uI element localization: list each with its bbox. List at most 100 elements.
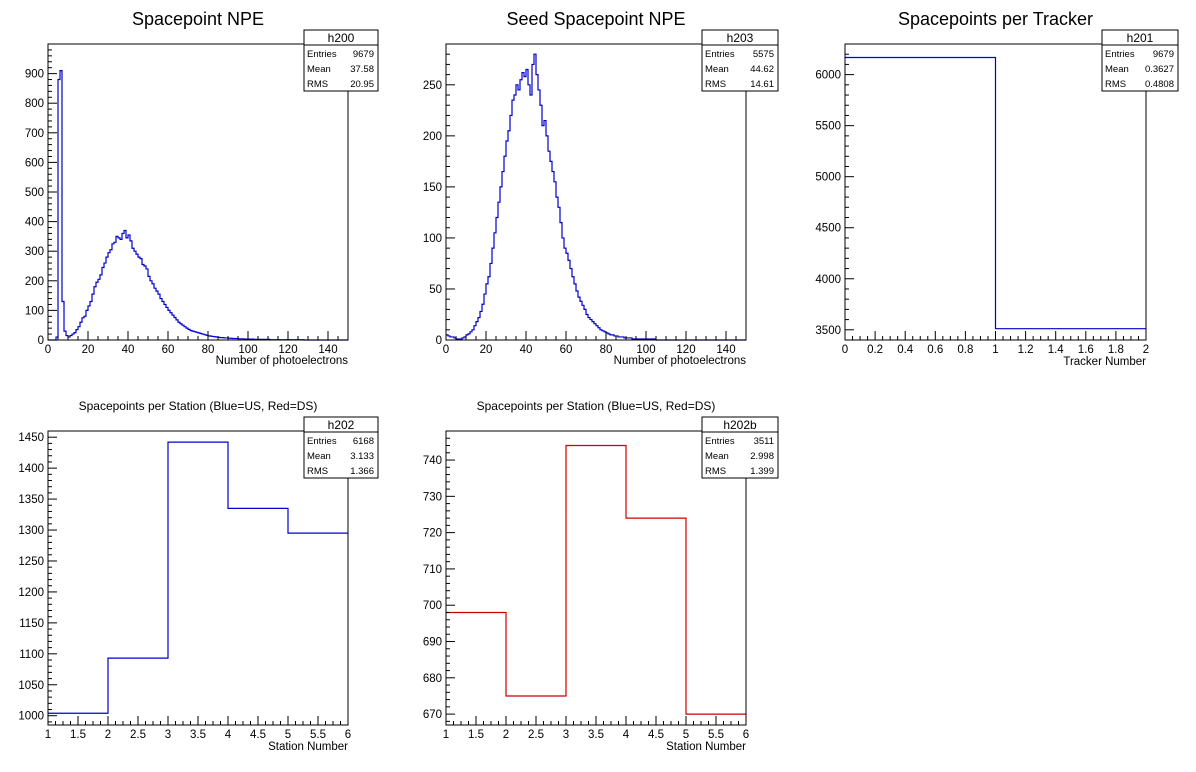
stats-box-name: h202b <box>723 418 757 432</box>
stats-row-label: Mean <box>307 64 331 75</box>
x-tick-label: 40 <box>122 344 135 356</box>
stats-row-label: RMS <box>307 466 328 477</box>
x-tick-label: 3 <box>563 729 569 741</box>
x-tick-label: 120 <box>676 344 695 356</box>
y-tick-label: 100 <box>25 305 44 317</box>
stats-row-value: 9679 <box>353 49 374 60</box>
x-tick-label: 3.5 <box>190 729 206 741</box>
stats-box: h201 Entries 9679 Mean 0.3627 RMS 0.4808 <box>1101 29 1179 92</box>
y-tick-label: 1450 <box>18 432 44 444</box>
stats-box: h202 Entries 6168 Mean 3.133 RMS 1.366 <box>303 416 379 479</box>
stats-row-label: Mean <box>705 451 729 462</box>
x-tick-label: 4.5 <box>250 729 266 741</box>
stats-row-value: 1.366 <box>350 466 374 477</box>
plot-frame <box>445 430 747 726</box>
y-tick-label: 730 <box>423 491 442 503</box>
x-tick-label: 0.4 <box>897 344 914 356</box>
chart-title: Spacepoints per Tracker <box>898 9 1093 29</box>
y-tick-label: 200 <box>423 131 442 143</box>
plot-frame <box>47 430 349 726</box>
stats-box-name: h203 <box>727 31 754 45</box>
y-tick-label: 680 <box>423 673 442 685</box>
x-tick-label: 1.5 <box>468 729 484 741</box>
y-tick-label: 1250 <box>18 556 44 568</box>
x-tick-label: 140 <box>716 344 735 356</box>
y-tick-label: 100 <box>423 233 442 245</box>
y-tick-label: 6000 <box>815 70 841 82</box>
y-tick-label: 1000 <box>18 711 44 723</box>
histogram-panel-h202b: Spacepoints per Station (Blue=US, Red=DS… <box>423 399 779 753</box>
histogram-line-h203 <box>446 53 746 341</box>
stats-row-value: 20.95 <box>350 79 374 90</box>
x-tick-label: 5 <box>683 729 689 741</box>
x-tick-label: 80 <box>202 344 215 356</box>
y-tick-label: 800 <box>25 98 44 110</box>
x-tick-label: 20 <box>480 344 493 356</box>
y-tick-label: 500 <box>25 187 44 199</box>
x-tick-label: 0.8 <box>957 344 973 356</box>
x-tick-label: 60 <box>162 344 175 356</box>
x-tick-label: 2.5 <box>528 729 544 741</box>
stats-box-name: h201 <box>1127 31 1154 45</box>
stats-row-label: Entries <box>705 436 735 447</box>
y-tick-label: 1300 <box>18 525 44 537</box>
x-tick-label: 1 <box>992 344 998 356</box>
y-tick-label: 4000 <box>815 274 841 286</box>
y-tick-label: 150 <box>423 182 442 194</box>
y-tick-label: 200 <box>25 276 44 288</box>
stats-row-value: 3.133 <box>350 451 374 462</box>
y-tick-label: 5500 <box>815 121 841 133</box>
stats-row-value: 3511 <box>754 436 774 447</box>
y-tick-label: 300 <box>25 246 44 258</box>
x-tick-label: 5.5 <box>708 729 724 741</box>
x-axis-label: Station Number <box>268 741 348 753</box>
histogram-line-h201 <box>845 56 1146 330</box>
histogram-line-h202 <box>48 441 348 714</box>
x-tick-label: 0 <box>443 344 449 356</box>
chart-title: Spacepoints per Station (Blue=US, Red=DS… <box>79 399 318 413</box>
y-tick-label: 720 <box>423 528 442 540</box>
y-tick-label: 900 <box>25 69 44 81</box>
y-tick-label: 1050 <box>18 680 44 692</box>
histogram-panel-h200: Spacepoint NPE 0 20 40 60 80 100 120 140 0 100 200 3… <box>25 9 379 367</box>
stats-row-value: 37.58 <box>350 64 374 75</box>
y-tick-label: 670 <box>423 709 442 721</box>
x-tick-label: 5 <box>285 729 291 741</box>
stats-row-label: RMS <box>705 79 726 90</box>
x-tick-label: 6 <box>743 729 749 741</box>
y-tick-label: 1100 <box>19 649 44 661</box>
x-tick-label: 4.5 <box>648 729 664 741</box>
y-tick-label: 50 <box>429 284 442 296</box>
y-tick-label: 400 <box>25 217 44 229</box>
x-axis-label: Station Number <box>666 741 746 753</box>
x-tick-label: 2 <box>503 729 509 741</box>
x-tick-label: 80 <box>600 344 613 356</box>
stats-row-value: 44.62 <box>750 64 774 75</box>
stats-row-value: 5575 <box>753 49 774 60</box>
stats-row-label: Entries <box>307 436 337 447</box>
stats-row-value: 0.4808 <box>1145 79 1174 90</box>
x-tick-label: 1 <box>45 729 51 741</box>
y-tick-label: 4500 <box>815 223 841 235</box>
stats-row-value: 0.3627 <box>1145 64 1174 75</box>
x-tick-label: 6 <box>345 729 351 741</box>
stats-row-label: Entries <box>1105 49 1135 60</box>
stats-row-value: 14.61 <box>750 79 774 90</box>
y-tick-label: 710 <box>423 564 442 576</box>
x-tick-label: 120 <box>278 344 297 356</box>
x-tick-label: 1.6 <box>1078 344 1094 356</box>
y-tick-label: 740 <box>423 455 442 467</box>
stats-row-value: 1.399 <box>750 466 774 477</box>
stats-box-name: h202 <box>328 418 355 432</box>
stats-row-label: Entries <box>307 49 337 60</box>
histogram-line-h200 <box>48 70 348 341</box>
stats-row-value: 6168 <box>353 436 374 447</box>
stats-row-label: RMS <box>307 79 328 90</box>
x-tick-label: 5.5 <box>310 729 326 741</box>
x-tick-label: 1.8 <box>1108 344 1124 356</box>
x-tick-label: 0 <box>45 344 51 356</box>
x-tick-label: 100 <box>238 344 257 356</box>
stats-row-label: Mean <box>705 64 729 75</box>
stats-box-name: h200 <box>328 31 355 45</box>
y-tick-label: 600 <box>25 157 44 169</box>
